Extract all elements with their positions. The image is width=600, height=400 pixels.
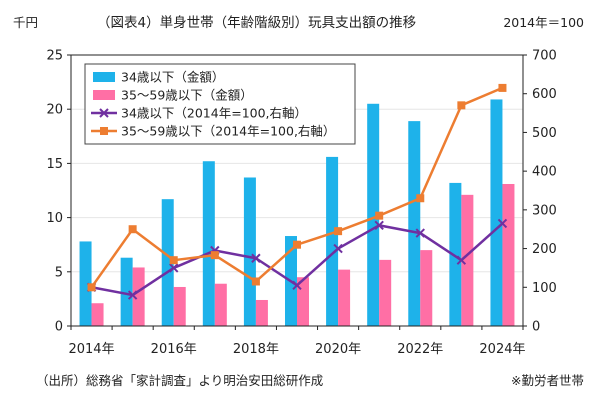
bar-age34-under [326,156,339,326]
left-tick-label: 5 [55,265,63,280]
right-tick-label: 0 [532,320,540,335]
legend-label: 35～59歳以下（2014年=100,右軸） [121,124,335,139]
bar-age34-under [490,99,503,326]
right-tick-label: 100 [532,281,557,296]
x-tick-label: 2018年 [233,342,279,357]
x-tick-label: 2020年 [315,342,361,357]
right-axis-ticks: 0 100 200 300 400 500 600 700 [523,49,557,335]
bar-age35-59 [214,283,227,326]
marker-x-stroke [169,263,179,273]
marker-square [334,227,343,236]
right-tick-label: 400 [532,165,557,180]
bar-age35-59 [461,194,474,326]
marker-square [251,277,260,286]
left-tick-label: 0 [55,320,63,335]
right-tick-label: 500 [532,126,557,141]
bar-age34-under [79,241,92,326]
legend-swatch-bar [93,72,115,82]
marker-x-stroke [415,228,425,238]
marker-x [169,263,179,273]
marker-x-stroke [251,253,261,263]
legend: 34歳以下（金額） 35～59歳以下（金額） 34歳以下（2014年=100,右軸）… [84,63,356,145]
marker-x [497,218,508,229]
plot-frame [70,54,524,327]
bar-age35-59 [502,183,515,326]
marker-square [210,251,219,260]
legend-label: 35～59歳以下（金額） [121,88,253,103]
left-tick-label: 15 [46,157,63,172]
right-axis-unit: 2014年＝100 [503,15,584,30]
bar-age34-under [120,257,133,326]
left-tick-label: 10 [46,211,63,226]
bar-age35-59 [338,269,351,326]
worker-household-note: ※勤労者世帯 [511,373,584,388]
legend-box [84,63,356,145]
bar-age34-under [367,103,380,326]
legend-marker-x [99,108,109,118]
marker-x [251,253,261,263]
marker-x [456,255,467,265]
marker-x-stroke [292,280,302,291]
marker-square [293,240,301,249]
bar-age35-59 [379,259,392,326]
x-tick-label: 2014年 [68,342,114,357]
bar-age34-under [408,121,421,327]
marker-square [416,194,425,203]
marker-square [498,83,507,92]
source-note: （出所）総務省「家計調査」より明治安田総研作成 [36,373,323,388]
marker-square [128,225,137,234]
marker-square [169,256,178,265]
marker-x-stroke [127,290,138,300]
bar-age35-59 [420,250,433,326]
bar-age35-59 [173,286,186,326]
chart-title: （図表4）単身世帯（年齢階級別）玩具支出額の推移 [97,15,416,31]
x-tick-label: 2024年 [479,342,525,357]
marker-x [374,220,384,231]
legend-swatch-bar [93,90,115,100]
x-axis-ticks: 2014年 2016年 2018年 2020年 2022年 2024年 [68,326,526,357]
bar-age34-under [161,199,174,326]
marker-x-stroke [333,243,343,254]
left-axis-unit: 千円 [13,15,38,30]
x-tick-label: 2022年 [397,342,443,357]
marker-x [292,280,302,291]
left-tick-label: 20 [46,103,63,118]
right-tick-label: 200 [532,242,557,257]
marker-x [415,228,425,238]
lines [86,83,508,300]
marker-x [127,290,138,300]
marker-square [87,283,96,292]
marker-x-stroke [456,255,467,265]
bar-age35-59 [91,303,104,326]
marker-x [333,243,343,254]
legend-marker-square [100,127,108,135]
left-axis-ticks: 0 5 10 15 20 25 [46,49,71,335]
x-tick-label: 2016年 [151,342,197,357]
right-tick-label: 300 [532,203,557,218]
marker-x-stroke [497,218,508,229]
bar-age34-under [202,161,215,326]
marker-square [375,211,384,220]
left-tick-label: 25 [46,49,63,64]
bar-age34-under [243,177,256,326]
legend-label: 34歳以下（金額） [121,70,224,85]
right-tick-label: 700 [532,49,557,64]
legend-label: 34歳以下（2014年=100,右軸） [121,106,307,121]
bar-age35-59 [255,299,268,326]
right-tick-label: 600 [532,87,557,102]
bar-age34-under [449,182,462,326]
marker-x-stroke [374,220,384,231]
marker-square [457,101,466,110]
bar-age35-59 [132,267,145,326]
